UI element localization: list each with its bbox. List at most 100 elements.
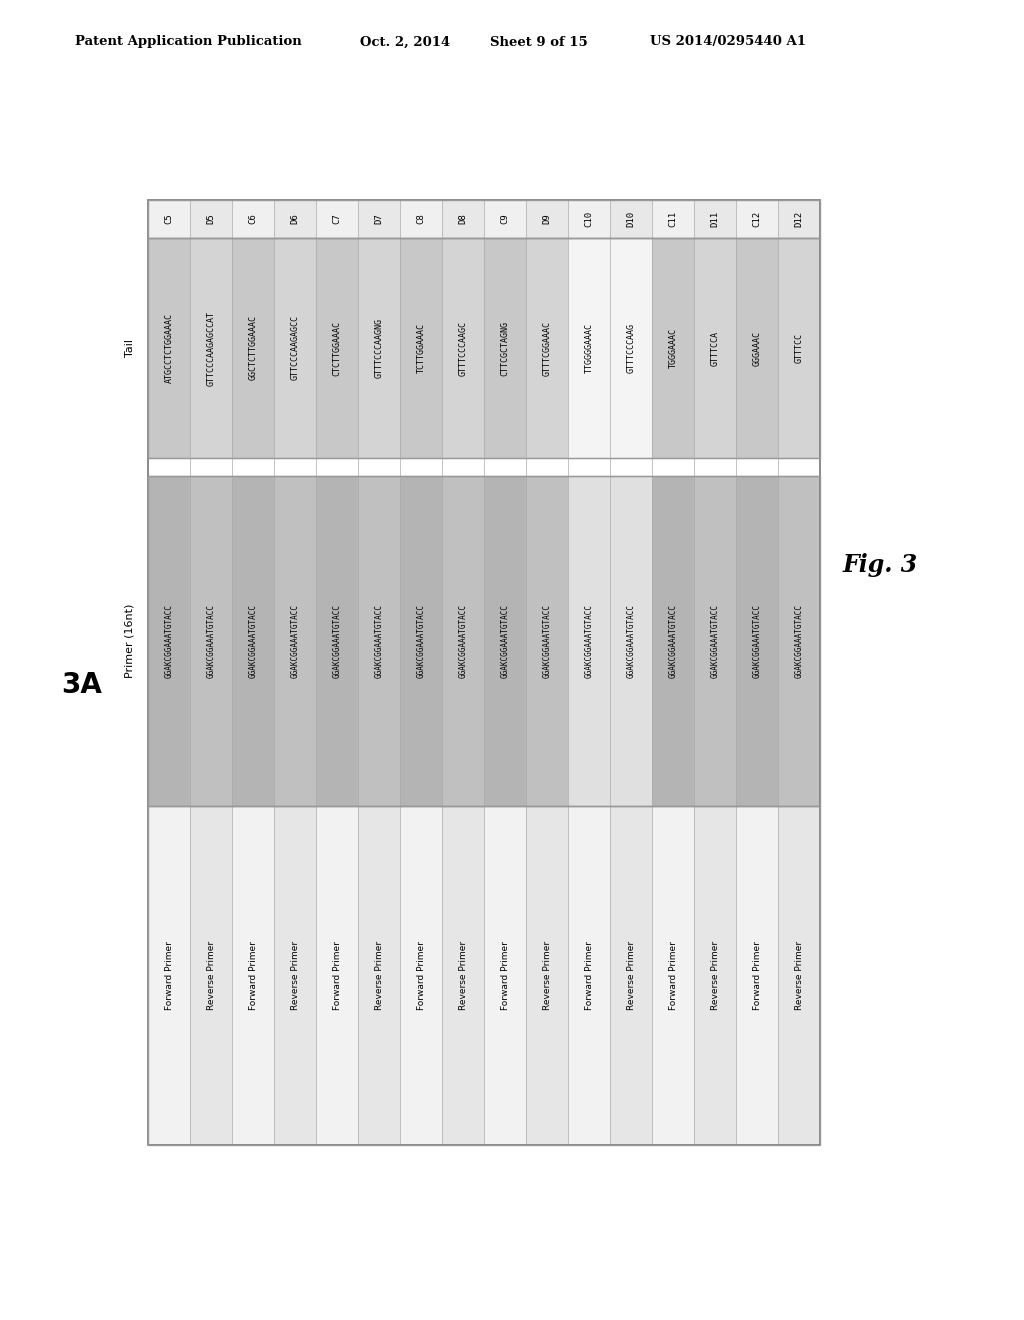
Text: Fig. 3: Fig. 3 (843, 553, 918, 577)
Text: GGAKCGGAAATGTACC: GGAKCGGAAATGTACC (291, 605, 299, 678)
Bar (400, 458, 442, 477)
Bar (442, 238, 484, 458)
Text: GGGAAAC: GGGAAAC (753, 330, 762, 366)
Text: C10: C10 (585, 211, 594, 227)
Text: D7: D7 (375, 214, 384, 224)
Text: Primer (16nt): Primer (16nt) (125, 603, 135, 678)
Bar (148, 238, 190, 458)
Text: GGAKCGGAAATGTACC: GGAKCGGAAATGTACC (501, 605, 510, 678)
Text: Reverse Primer: Reverse Primer (627, 941, 636, 1010)
Bar (526, 807, 568, 1144)
Text: GGAKCGGAAATGTACC: GGAKCGGAAATGTACC (669, 605, 678, 678)
Text: Patent Application Publication: Patent Application Publication (75, 36, 302, 49)
Bar (358, 807, 400, 1144)
Text: CTCTTGGAAAC: CTCTTGGAAAC (333, 321, 341, 375)
Text: GGAKCGGAAATGTACC: GGAKCGGAAATGTACC (165, 605, 173, 678)
Bar (484, 807, 526, 1144)
Bar (652, 238, 694, 458)
Bar (442, 458, 484, 477)
Bar (400, 201, 442, 238)
Text: D11: D11 (711, 211, 720, 227)
Text: Tail: Tail (125, 339, 135, 356)
Text: C8: C8 (417, 214, 426, 224)
Bar (652, 807, 694, 1144)
Bar (148, 477, 820, 807)
Bar (232, 238, 274, 458)
Text: D12: D12 (795, 211, 804, 227)
Bar (568, 458, 610, 477)
Text: D5: D5 (207, 214, 215, 224)
Bar (526, 201, 568, 238)
Text: C6: C6 (249, 214, 257, 224)
Text: GGAKCGGAAATGTACC: GGAKCGGAAATGTACC (543, 605, 552, 678)
Bar (148, 201, 190, 238)
Bar (778, 477, 820, 807)
Text: Forward Primer: Forward Primer (165, 941, 173, 1010)
Text: Forward Primer: Forward Primer (753, 941, 762, 1010)
Bar (190, 201, 232, 238)
Bar (610, 807, 652, 1144)
Text: Sheet 9 of 15: Sheet 9 of 15 (490, 36, 588, 49)
Bar (526, 458, 568, 477)
Bar (652, 201, 694, 238)
Text: D10: D10 (627, 211, 636, 227)
Bar (652, 477, 694, 807)
Bar (274, 238, 316, 458)
Bar (568, 807, 610, 1144)
Text: C12: C12 (753, 211, 762, 227)
Bar (484, 477, 526, 807)
Bar (190, 238, 232, 458)
Text: US 2014/0295440 A1: US 2014/0295440 A1 (650, 36, 806, 49)
Text: Reverse Primer: Reverse Primer (207, 941, 215, 1010)
Text: Forward Primer: Forward Primer (669, 941, 678, 1010)
Text: TTGGGGAAAC: TTGGGGAAAC (585, 323, 594, 374)
Text: CTTCGCTAGNG: CTTCGCTAGNG (501, 321, 510, 375)
Bar (148, 807, 190, 1144)
Bar (442, 201, 484, 238)
Text: ATGCCTCTGGAAAC: ATGCCTCTGGAAAC (165, 313, 173, 383)
Text: GTTCCCAAGAGCCAT: GTTCCCAAGAGCCAT (207, 310, 215, 385)
Bar (148, 807, 820, 1144)
Text: GGCTCTTGGAAAC: GGCTCTTGGAAAC (249, 315, 257, 380)
Text: Reverse Primer: Reverse Primer (291, 941, 299, 1010)
Text: Reverse Primer: Reverse Primer (375, 941, 384, 1010)
Bar (358, 458, 400, 477)
Bar (232, 477, 274, 807)
Bar (736, 238, 778, 458)
Text: GTTTCCCAAGNG: GTTTCCCAAGNG (375, 318, 384, 378)
Bar (148, 201, 820, 1144)
Text: GGAKCGGAAATGTACC: GGAKCGGAAATGTACC (459, 605, 468, 678)
Text: GGAKCGGAAATGTACC: GGAKCGGAAATGTACC (417, 605, 426, 678)
Bar (148, 458, 190, 477)
Bar (442, 807, 484, 1144)
Text: GGAKCGGAAATGTACC: GGAKCGGAAATGTACC (753, 605, 762, 678)
Bar (778, 238, 820, 458)
Bar (358, 201, 400, 238)
Bar (568, 238, 610, 458)
Bar (316, 238, 358, 458)
Bar (736, 201, 778, 238)
Text: 3A: 3A (61, 671, 102, 700)
Text: Forward Primer: Forward Primer (417, 941, 426, 1010)
Text: D9: D9 (543, 214, 552, 224)
Bar (484, 238, 526, 458)
Text: Forward Primer: Forward Primer (249, 941, 257, 1010)
Text: GTTTCGGAAAC: GTTTCGGAAAC (543, 321, 552, 375)
Bar (274, 458, 316, 477)
Text: C7: C7 (333, 214, 341, 224)
Bar (274, 201, 316, 238)
Bar (694, 238, 736, 458)
Text: GGAKCGGAAATGTACC: GGAKCGGAAATGTACC (375, 605, 384, 678)
Bar (148, 201, 820, 238)
Text: GGAKCGGAAATGTACC: GGAKCGGAAATGTACC (795, 605, 804, 678)
Bar (274, 807, 316, 1144)
Bar (652, 458, 694, 477)
Bar (400, 807, 442, 1144)
Bar (610, 201, 652, 238)
Text: GTTTCCCAAG: GTTTCCCAAG (627, 323, 636, 374)
Bar (736, 807, 778, 1144)
Text: GTTTCCA: GTTTCCA (711, 330, 720, 366)
Text: C11: C11 (669, 211, 678, 227)
Text: GGAKCGGAAATGTACC: GGAKCGGAAATGTACC (585, 605, 594, 678)
Bar (232, 458, 274, 477)
